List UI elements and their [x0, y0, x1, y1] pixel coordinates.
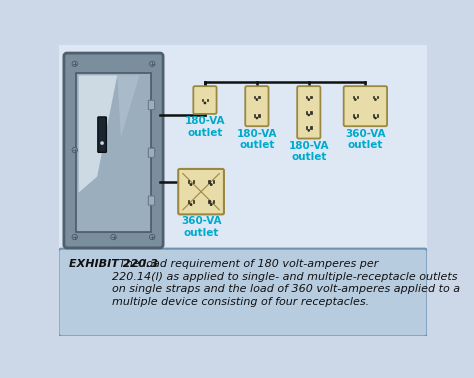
FancyBboxPatch shape: [245, 86, 268, 126]
Circle shape: [72, 147, 77, 153]
Circle shape: [190, 183, 192, 186]
Circle shape: [308, 99, 310, 101]
Bar: [306, 111, 307, 114]
FancyBboxPatch shape: [148, 100, 155, 110]
Circle shape: [374, 99, 376, 101]
Text: EXHIBIT 220.3: EXHIBIT 220.3: [69, 259, 157, 270]
Bar: [353, 114, 354, 117]
Text: 180-VA
outlet: 180-VA outlet: [185, 116, 225, 138]
Bar: [192, 180, 194, 183]
Bar: [373, 96, 374, 98]
Circle shape: [100, 142, 104, 145]
Polygon shape: [117, 75, 139, 137]
Text: 360-VA
outlet: 360-VA outlet: [181, 216, 221, 238]
Bar: [188, 180, 190, 183]
Circle shape: [210, 203, 212, 206]
Bar: [258, 114, 260, 117]
FancyBboxPatch shape: [193, 86, 217, 114]
Circle shape: [256, 117, 258, 119]
Bar: [188, 200, 190, 203]
FancyBboxPatch shape: [178, 169, 224, 214]
Bar: [208, 200, 210, 203]
Bar: [208, 180, 210, 183]
Bar: [258, 96, 260, 98]
Bar: [76, 73, 151, 232]
Bar: [310, 96, 311, 98]
Circle shape: [149, 61, 155, 67]
Circle shape: [72, 61, 77, 67]
FancyBboxPatch shape: [344, 86, 387, 126]
Bar: [353, 96, 354, 98]
Bar: [213, 180, 214, 183]
Circle shape: [149, 234, 155, 240]
Bar: [310, 111, 311, 114]
Circle shape: [111, 234, 116, 240]
Bar: [213, 200, 214, 203]
Bar: [357, 96, 358, 98]
Bar: [254, 114, 255, 117]
Text: 180-VA
outlet: 180-VA outlet: [289, 141, 329, 163]
Circle shape: [72, 234, 77, 240]
Circle shape: [210, 183, 212, 186]
Bar: [306, 96, 307, 98]
Bar: [373, 114, 374, 117]
Circle shape: [308, 114, 310, 116]
FancyBboxPatch shape: [55, 42, 430, 340]
Text: 180-VA
outlet: 180-VA outlet: [237, 129, 277, 150]
Circle shape: [204, 102, 206, 104]
Polygon shape: [79, 75, 117, 193]
Circle shape: [149, 147, 155, 153]
Bar: [254, 96, 255, 98]
Circle shape: [256, 99, 258, 101]
Bar: [377, 96, 378, 98]
Bar: [306, 126, 307, 129]
Circle shape: [355, 99, 356, 101]
Bar: [207, 99, 208, 102]
Circle shape: [374, 117, 376, 119]
FancyBboxPatch shape: [98, 117, 106, 152]
Bar: [377, 114, 378, 117]
Text: The load requirement of 180 volt-amperes per
220.14(l) as applied to single- and: The load requirement of 180 volt-amperes…: [112, 259, 460, 307]
FancyBboxPatch shape: [64, 53, 163, 248]
Bar: [357, 114, 358, 117]
Circle shape: [190, 203, 192, 206]
Bar: [192, 200, 194, 203]
Bar: [310, 126, 311, 129]
Circle shape: [308, 129, 310, 131]
Bar: [202, 99, 203, 102]
Circle shape: [355, 117, 356, 119]
FancyBboxPatch shape: [297, 86, 320, 138]
FancyBboxPatch shape: [148, 196, 155, 205]
Text: 360-VA
outlet: 360-VA outlet: [345, 129, 386, 150]
FancyBboxPatch shape: [148, 148, 155, 157]
FancyBboxPatch shape: [58, 249, 428, 336]
